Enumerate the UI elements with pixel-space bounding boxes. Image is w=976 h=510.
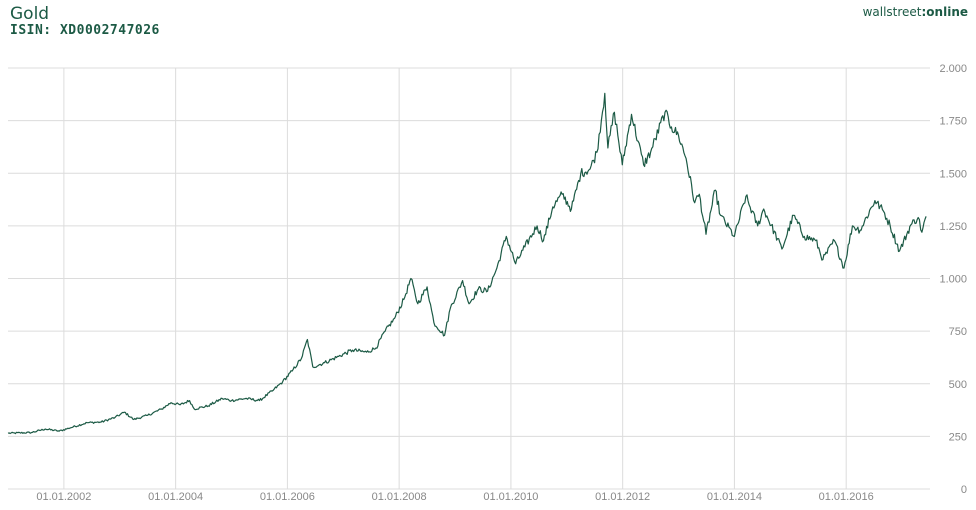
- series-line-gold: [7, 92, 927, 435]
- y-tick-label: 250: [949, 431, 967, 443]
- x-tick-label: 01.01.2014: [707, 491, 762, 503]
- x-tick-label: 01.01.2006: [260, 491, 315, 503]
- x-tick-label: 01.01.2012: [595, 491, 650, 503]
- y-tick-label: 1.500: [939, 168, 967, 180]
- x-axis-ticks: 01.01.2002 01.01.2004 01.01.2006 01.01.2008…: [36, 491, 873, 503]
- y-tick-label: 500: [949, 379, 967, 391]
- brand-logo-part2: :online: [921, 5, 969, 19]
- brand-logo-part1: wallstreet: [862, 5, 922, 19]
- y-tick-label: 1.750: [939, 116, 967, 128]
- grid-lines: [8, 67, 930, 490]
- x-tick-label: 01.01.2002: [36, 491, 91, 503]
- y-tick-label: 750: [949, 326, 967, 338]
- y-tick-label: 1.000: [939, 274, 967, 286]
- isin-label: ISIN: XD0002747026: [10, 23, 160, 38]
- y-tick-label: 1.250: [939, 221, 967, 233]
- x-tick-label: 01.01.2016: [819, 491, 874, 503]
- y-tick-label: 0: [961, 484, 967, 496]
- x-tick-label: 01.01.2008: [372, 491, 427, 503]
- brand-logo[interactable]: wallstreet:online: [863, 5, 968, 19]
- x-tick-label: 01.01.2010: [483, 491, 538, 503]
- y-tick-label: 2.000: [939, 63, 967, 75]
- chart-title: Gold: [10, 4, 50, 24]
- y-axis-ticks: 0 250 500 750 1.000 1.250 1.500 1.750 2.000: [939, 63, 967, 496]
- x-tick-label: 01.01.2004: [148, 491, 203, 503]
